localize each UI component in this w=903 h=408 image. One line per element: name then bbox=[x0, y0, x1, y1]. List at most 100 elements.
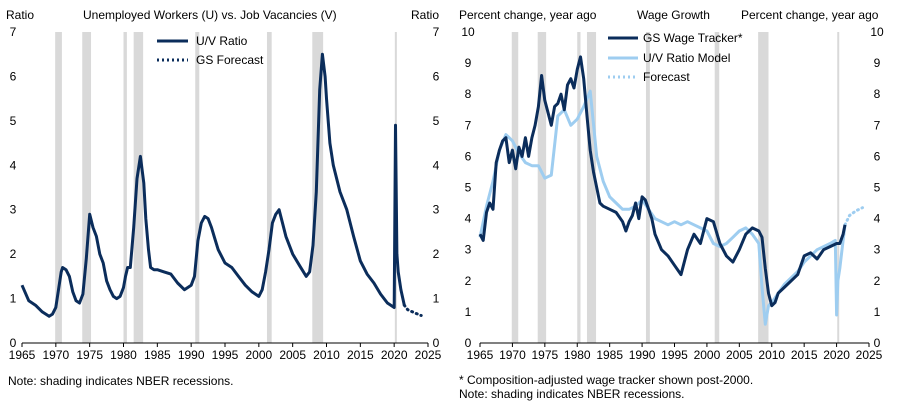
x-tick-label: 2000 bbox=[694, 348, 721, 362]
y-tick-label-right: 2 bbox=[874, 274, 881, 288]
y-tick-label-right: 3 bbox=[433, 203, 440, 217]
recession-band bbox=[714, 32, 720, 343]
right-axis-ticks: 1965 1970 1975 1980 1985 1990 1995 2000 2 0 0 5 2010… bbox=[461, 25, 884, 362]
y-tick-label-right: 9 bbox=[874, 56, 881, 70]
right-series-lines bbox=[478, 55, 864, 326]
y-tick-label-left: 9 bbox=[465, 56, 472, 70]
recession-band bbox=[511, 32, 519, 343]
x-tick-label: 2000 bbox=[245, 348, 272, 362]
y-tick-label-right: 0 bbox=[433, 336, 440, 350]
x-tick-label: 1965 bbox=[467, 348, 494, 362]
recession-band bbox=[266, 32, 272, 343]
x-tick-label: 1975 bbox=[76, 348, 103, 362]
y-tick-label-right: 2 bbox=[433, 247, 440, 261]
y-tick-label-right: 7 bbox=[433, 25, 440, 39]
y-tick-label-left: 3 bbox=[465, 243, 472, 257]
left-note: Note: shading indicates NBER recessions. bbox=[8, 374, 234, 388]
y-tick-label-right: 4 bbox=[874, 212, 881, 226]
legend-label-gs-wage-tracker: GS Wage Tracker* bbox=[643, 31, 743, 45]
recession-band bbox=[537, 32, 547, 343]
x-tick-label: 2025 bbox=[415, 348, 442, 362]
y-tick-label-right: 4 bbox=[433, 158, 440, 172]
y-tick-label-right: 5 bbox=[874, 181, 881, 195]
x-tick-label: 1970 bbox=[499, 348, 526, 362]
x-tick-label: 1985 bbox=[144, 348, 171, 362]
x-tick-label: 2025 bbox=[856, 348, 883, 362]
y-tick-label-left: 2 bbox=[10, 247, 17, 261]
y-tick-label-left: 6 bbox=[465, 149, 472, 163]
right-y-axis-label-right: Percent change, year ago bbox=[741, 8, 879, 22]
x-tick-label: 2010 bbox=[758, 348, 785, 362]
y-tick-label-right: 10 bbox=[870, 25, 884, 39]
right-chart-title: Wage Growth bbox=[637, 8, 710, 22]
y-tick-label-left: 2 bbox=[465, 274, 472, 288]
y-tick-label-right: 8 bbox=[874, 87, 881, 101]
recession-band bbox=[133, 32, 144, 343]
x-tick-label: 1985 bbox=[596, 348, 623, 362]
y-tick-label-left: 3 bbox=[10, 203, 17, 217]
x-tick-label: 1990 bbox=[629, 348, 656, 362]
recession-band bbox=[123, 32, 127, 343]
left-series-lines bbox=[20, 52, 423, 318]
y-tick-label-left: 5 bbox=[10, 114, 17, 128]
left-axis-ticks: 1965 1970 1975 1980 1985 1990 1995 2000 2005 2 0 1 0… bbox=[9, 25, 442, 362]
recession-band bbox=[55, 32, 62, 343]
recession-band bbox=[758, 32, 769, 343]
right-recession-shading bbox=[511, 32, 840, 343]
y-tick-label-right: 5 bbox=[433, 114, 440, 128]
y-tick-label-left: 1 bbox=[10, 292, 17, 306]
x-tick-label: 1980 bbox=[110, 348, 137, 362]
right-note-2: Note: shading indicates NBER recessions. bbox=[459, 387, 685, 401]
y-tick-label-left: 4 bbox=[465, 212, 472, 226]
y-tick-label-right: 3 bbox=[874, 243, 881, 257]
left-recession-shading bbox=[55, 32, 397, 343]
right-y-axis-label: Percent change, year ago bbox=[459, 8, 597, 22]
legend-label-uv-ratio: U/V Ratio bbox=[196, 34, 248, 48]
recession-band bbox=[195, 32, 200, 343]
x-tick-label: 1990 bbox=[178, 348, 205, 362]
left-chart: Ratio Unemployed Workers (U) vs. Job Vac… bbox=[6, 8, 442, 362]
right-chart: Percent change, year ago Wage Growth Per… bbox=[459, 8, 884, 362]
right-legend: GS Wage Tracker* U/V Ratio Model Forecas… bbox=[608, 31, 743, 84]
y-tick-label-right: 1 bbox=[874, 305, 881, 319]
y-tick-label-left: 4 bbox=[10, 158, 17, 172]
y-tick-label-left: 0 bbox=[465, 336, 472, 350]
x-tick-label: 2015 bbox=[347, 348, 374, 362]
y-tick-label-right: 6 bbox=[433, 69, 440, 83]
x-tick-label: 2005 bbox=[279, 348, 306, 362]
recession-band bbox=[586, 32, 597, 343]
x-tick-label: 1980 bbox=[564, 348, 591, 362]
y-tick-label-right: 1 bbox=[433, 292, 440, 306]
legend-label-uv-ratio-model: U/V Ratio Model bbox=[643, 51, 730, 65]
right-note-1: * Composition-adjusted wage tracker show… bbox=[459, 373, 754, 387]
legend-label-forecast: Forecast bbox=[643, 70, 690, 84]
left-y-axis-label: Ratio bbox=[6, 8, 34, 22]
series-line-gs-forecast bbox=[402, 303, 423, 317]
y-tick-label-left: 1 bbox=[465, 305, 472, 319]
y-tick-label-left: 7 bbox=[10, 25, 17, 39]
y-tick-label-left: 7 bbox=[465, 118, 472, 132]
x-tick-label: 1975 bbox=[531, 348, 558, 362]
y-tick-label-left: 6 bbox=[10, 69, 17, 83]
x-tick-label: 1965 bbox=[9, 348, 36, 362]
x-tick-label: 1995 bbox=[212, 348, 239, 362]
recession-band bbox=[837, 32, 840, 343]
left-y-axis-label-right: Ratio bbox=[411, 8, 439, 22]
series-line-u-v-ratio bbox=[20, 52, 406, 318]
y-tick-label-left: 0 bbox=[10, 336, 17, 350]
y-tick-label-right: 0 bbox=[874, 336, 881, 350]
legend-label-gs-forecast: GS Forecast bbox=[196, 53, 264, 67]
x-tick-label: 2020 bbox=[381, 348, 408, 362]
x-tick-label: 2015 bbox=[791, 348, 818, 362]
x-tick-label: 1970 bbox=[42, 348, 69, 362]
x-tick-label: 2020 bbox=[823, 348, 850, 362]
y-tick-label-right: 6 bbox=[874, 149, 881, 163]
left-legend: U/V Ratio GS Forecast bbox=[157, 34, 264, 67]
recession-band bbox=[82, 32, 92, 343]
series-line-forecast bbox=[843, 206, 864, 227]
y-tick-label-left: 8 bbox=[465, 87, 472, 101]
series-line-gs-wage-tracker bbox=[478, 55, 847, 308]
x-tick-label: 1995 bbox=[661, 348, 688, 362]
left-chart-title: Unemployed Workers (U) vs. Job Vacancies… bbox=[83, 8, 337, 22]
